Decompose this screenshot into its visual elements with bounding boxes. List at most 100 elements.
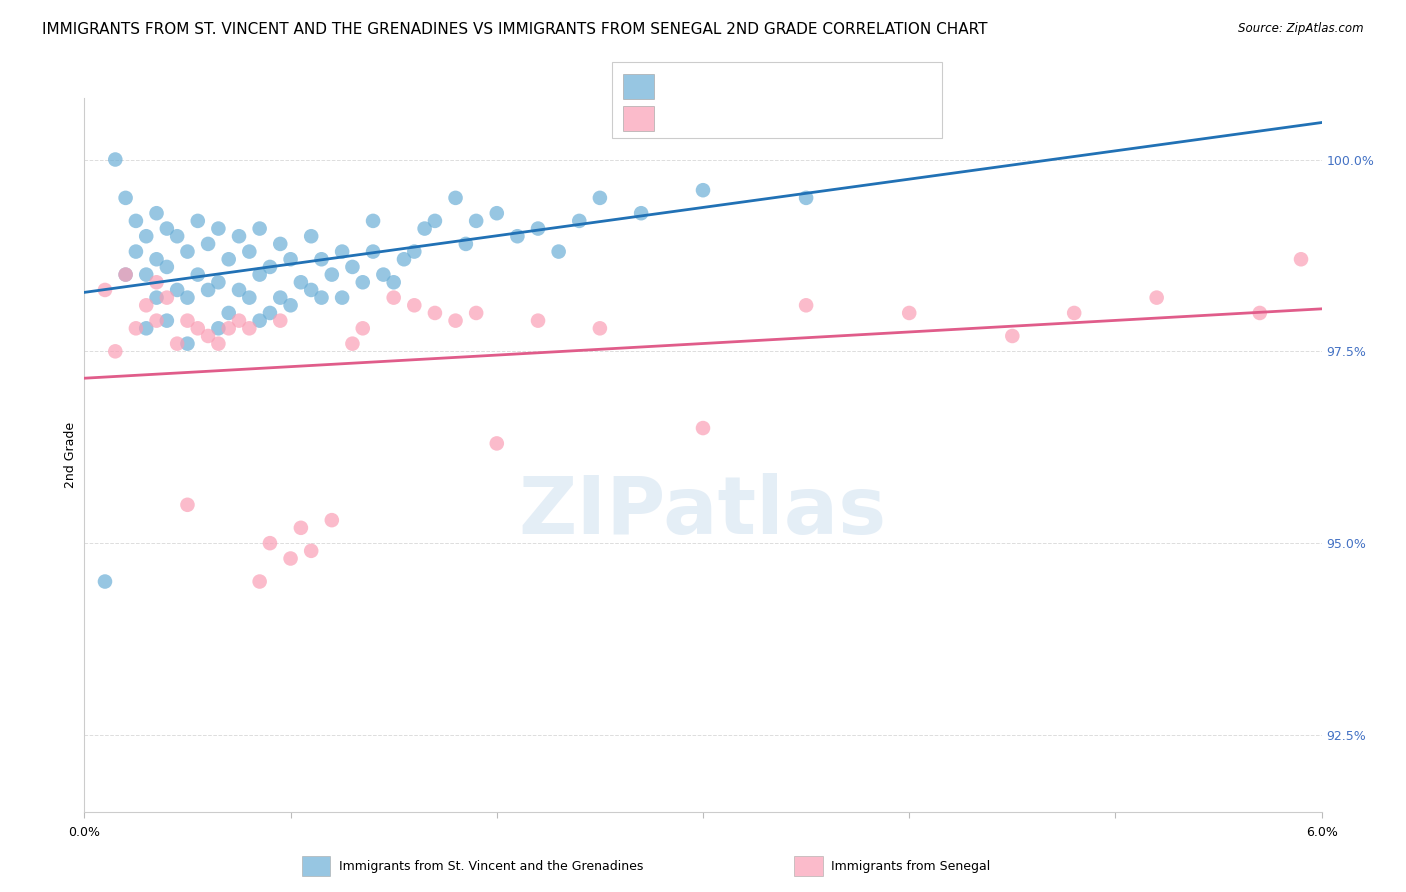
Point — [259, 536, 281, 550]
Point — [311, 291, 333, 305]
Point — [135, 298, 157, 312]
Point — [145, 291, 167, 305]
Point — [299, 229, 322, 244]
Point — [589, 321, 612, 335]
Point — [630, 206, 652, 220]
Point — [342, 260, 364, 274]
Point — [444, 313, 467, 327]
Point — [361, 244, 384, 259]
Point — [166, 229, 188, 244]
Point — [249, 313, 271, 327]
Point — [342, 336, 364, 351]
Point — [218, 252, 240, 267]
Point — [485, 206, 508, 220]
Point — [218, 321, 240, 335]
Point — [166, 283, 188, 297]
Point — [166, 336, 188, 351]
Point — [280, 298, 302, 312]
Point — [238, 291, 260, 305]
Point — [114, 268, 136, 282]
Point — [156, 260, 179, 274]
Point — [114, 268, 136, 282]
Point — [207, 336, 229, 351]
Point — [290, 275, 312, 289]
Point — [207, 321, 229, 335]
Point — [506, 229, 529, 244]
Point — [125, 321, 148, 335]
Point — [207, 275, 229, 289]
Point — [238, 321, 260, 335]
Point — [794, 191, 817, 205]
Text: R = 0.207   N = 52: R = 0.207 N = 52 — [665, 112, 821, 126]
Point — [156, 221, 179, 235]
Text: Immigrants from Senegal: Immigrants from Senegal — [831, 860, 990, 872]
Point — [1063, 306, 1085, 320]
Point — [145, 252, 167, 267]
Point — [176, 498, 198, 512]
Point — [1001, 329, 1024, 343]
Point — [413, 221, 436, 235]
Point — [104, 153, 127, 167]
Point — [145, 275, 167, 289]
Point — [135, 229, 157, 244]
Point — [382, 275, 405, 289]
Point — [280, 252, 302, 267]
Point — [135, 321, 157, 335]
Point — [404, 244, 426, 259]
Point — [176, 336, 198, 351]
Point — [898, 306, 921, 320]
Text: 0.0%: 0.0% — [69, 825, 100, 838]
Point — [94, 283, 117, 297]
Point — [269, 291, 291, 305]
Point — [269, 313, 291, 327]
Point — [207, 221, 229, 235]
Point — [423, 306, 446, 320]
Point — [465, 306, 488, 320]
Point — [485, 436, 508, 450]
Point — [104, 344, 127, 359]
Point — [330, 291, 353, 305]
Point — [94, 574, 117, 589]
Point — [125, 244, 148, 259]
Point — [692, 421, 714, 435]
Point — [382, 291, 405, 305]
Point — [114, 191, 136, 205]
Point — [527, 313, 550, 327]
Point — [444, 191, 467, 205]
Point — [373, 268, 395, 282]
Point — [321, 513, 343, 527]
Text: R = 0.402   N = 72: R = 0.402 N = 72 — [665, 79, 821, 94]
Point — [1289, 252, 1312, 267]
Point — [568, 214, 591, 228]
Point — [145, 206, 167, 220]
Point — [197, 329, 219, 343]
Text: ZIPatlas: ZIPatlas — [519, 473, 887, 551]
Point — [259, 306, 281, 320]
Point — [311, 252, 333, 267]
Point — [269, 236, 291, 251]
Point — [299, 544, 322, 558]
Point — [249, 268, 271, 282]
Point — [330, 244, 353, 259]
Point — [228, 283, 250, 297]
Point — [187, 268, 209, 282]
Point — [423, 214, 446, 228]
Point — [454, 236, 477, 251]
Point — [527, 221, 550, 235]
Point — [1249, 306, 1271, 320]
Point — [228, 313, 250, 327]
Point — [125, 214, 148, 228]
Point — [156, 291, 179, 305]
Point — [794, 298, 817, 312]
Point — [176, 313, 198, 327]
Point — [176, 291, 198, 305]
Point — [187, 214, 209, 228]
Point — [187, 321, 209, 335]
Point — [249, 574, 271, 589]
Point — [352, 275, 374, 289]
Text: Source: ZipAtlas.com: Source: ZipAtlas.com — [1239, 22, 1364, 36]
Point — [145, 313, 167, 327]
Point — [465, 214, 488, 228]
Point — [228, 229, 250, 244]
Point — [176, 244, 198, 259]
